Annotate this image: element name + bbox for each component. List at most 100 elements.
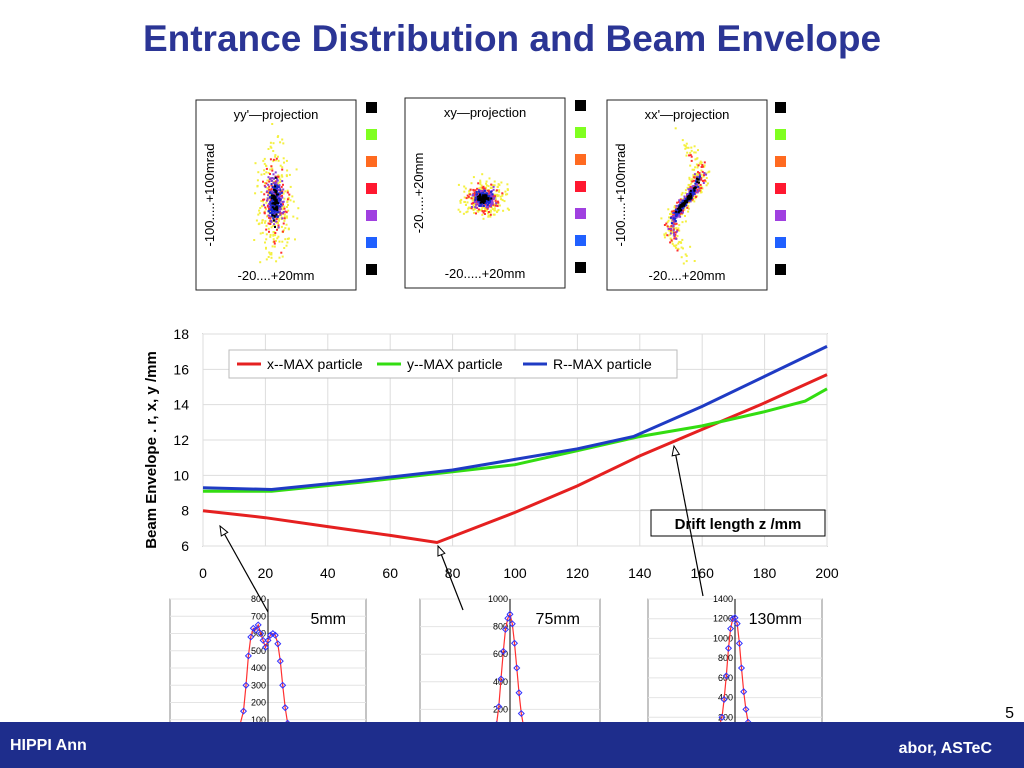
hist-data-point <box>506 610 514 618</box>
hist-data-point <box>259 636 267 644</box>
hist-data-point <box>735 639 743 647</box>
y-tick-label: 18 <box>173 326 189 342</box>
hist-data-point <box>242 681 250 689</box>
hist-y-tick-label: 1000 <box>488 594 508 604</box>
hist-data-point <box>508 620 516 628</box>
phase-title-2: xy—projection <box>444 105 526 120</box>
histogram-75mm: 02004006008001000-20-100102075mm <box>413 594 605 755</box>
footer-right-text: abor, ASTeC <box>898 740 992 757</box>
color-key-swatch <box>775 237 786 248</box>
hist-data-point <box>266 631 274 639</box>
hist-y-tick-label: 800 <box>493 622 508 632</box>
hist-data-point <box>724 644 733 652</box>
phase-ylabel-3: -100.....+100mrad <box>613 144 628 247</box>
y-tick-label: 8 <box>181 503 189 519</box>
hist-data-point <box>733 620 741 628</box>
phase-distribution-3 <box>660 127 711 265</box>
hist-data-point <box>517 709 525 718</box>
hist-y-tick-label: 1000 <box>713 633 733 643</box>
hist-y-tick-label: 200 <box>493 704 508 714</box>
x-tick-label: 120 <box>566 565 590 581</box>
y-tick-label: 16 <box>173 361 189 377</box>
hist-data-point <box>257 629 265 638</box>
phase-ylabel-2: -20.....+20mm <box>411 153 426 234</box>
slide-title: Entrance Distribution and Beam Envelope <box>142 18 882 59</box>
hist-title: 75mm <box>536 611 580 628</box>
hist-data-point <box>515 689 523 697</box>
color-key-swatch <box>575 208 586 219</box>
x-tick-label: 160 <box>691 565 715 581</box>
color-key-swatch <box>366 183 377 194</box>
color-key-swatch <box>775 102 786 113</box>
hist-data-point <box>254 621 262 629</box>
phase-ylabel-1: -100.....+100mrad <box>202 144 217 247</box>
hist-data-point <box>271 631 279 639</box>
y-tick-label: 6 <box>181 538 189 554</box>
hist-data-point <box>249 624 257 632</box>
hist-y-tick-label: 1400 <box>713 594 733 604</box>
page-number: 5 <box>1005 705 1014 722</box>
legend-label-2: y--MAX particle <box>407 356 503 372</box>
footer-left-text: HIPPI Ann <box>10 737 87 754</box>
x-tick-label: 20 <box>258 565 274 581</box>
hist-data-point <box>281 704 289 712</box>
phase-distribution-1 <box>253 123 300 264</box>
hist-data-point <box>720 695 728 704</box>
color-key-swatch <box>775 264 786 275</box>
hist-y-tick-label: 1200 <box>713 614 733 624</box>
color-key-swatch <box>575 262 586 273</box>
color-key-swatch <box>775 129 786 140</box>
color-key-swatch <box>575 154 586 165</box>
hist-data-point <box>499 647 507 655</box>
hist-y-tick-label: 500 <box>251 646 266 656</box>
series-line-3 <box>202 345 828 492</box>
color-key-swatch <box>575 100 586 111</box>
x-tick-label: 180 <box>753 565 777 581</box>
hist-y-tick-label: 800 <box>251 594 266 604</box>
x-tick-label: 100 <box>503 565 527 581</box>
hist-data-point <box>269 629 277 638</box>
phase-xlabel-3: -20....+20mm <box>649 268 726 283</box>
hist-data-point <box>501 625 510 633</box>
hist-data-point <box>261 643 270 651</box>
hist-data-point <box>252 626 260 634</box>
color-key-swatch <box>775 183 786 194</box>
color-key-swatch <box>575 235 586 246</box>
color-key-swatch <box>366 237 377 248</box>
hist-y-tick-label: 100 <box>251 715 266 725</box>
hist-data-point <box>742 705 750 713</box>
hist-data-point <box>239 707 248 715</box>
hist-y-tick-label: 600 <box>493 649 508 659</box>
color-key-swatch <box>575 181 586 192</box>
hist-data-point <box>276 657 284 665</box>
hist-data-point <box>244 652 252 660</box>
legend-box <box>228 349 678 379</box>
hist-data-point <box>740 688 748 696</box>
legend-label-1: x--MAX particle <box>267 356 363 372</box>
hist-title: 5mm <box>310 611 346 628</box>
hist-title: 130mm <box>749 611 802 628</box>
color-key-swatch <box>366 129 377 140</box>
hist-data-point <box>731 614 739 622</box>
hist-y-tick-label: 800 <box>718 653 733 663</box>
hist-data-point <box>722 672 730 680</box>
y-axis-label: Beam Envelope . r, x, y /mm <box>143 351 160 549</box>
phase-title-3: xx'—projection <box>645 107 730 122</box>
hist-data-point <box>247 633 255 641</box>
phase-distribution-2 <box>457 173 510 220</box>
x-tick-label: 140 <box>628 565 652 581</box>
histogram-130mm: 0200400600800100012001400-20-1001020130m… <box>641 594 827 755</box>
hist-data-point <box>510 639 519 647</box>
x-tick-label: 60 <box>382 565 398 581</box>
color-key-swatch <box>575 127 586 138</box>
annotation-label: Drift length z /mm <box>675 516 802 533</box>
phase-title-1: yy'—projection <box>234 107 319 122</box>
series-line-2 <box>203 387 828 493</box>
hist-y-tick-label: 300 <box>251 680 266 690</box>
legend-label-3: R--MAX particle <box>553 356 652 372</box>
hist-y-tick-label: 200 <box>251 698 266 708</box>
hist-data-point <box>497 675 505 683</box>
phase-space-plots: yy'—projection -20....+20mm -100.....+100m… <box>195 97 786 291</box>
color-key-swatch <box>775 210 786 221</box>
